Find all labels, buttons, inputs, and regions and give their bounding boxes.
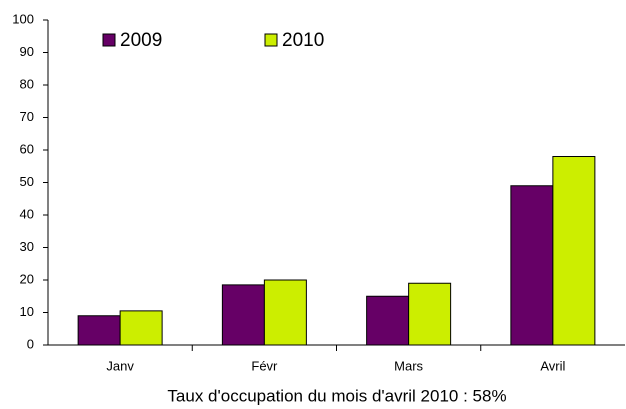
y-tick-label: 60	[20, 141, 34, 156]
bar	[221, 284, 265, 346]
bar	[408, 282, 452, 346]
x-tick-label: Févr	[251, 358, 278, 373]
bar	[77, 315, 121, 346]
x-tick-label: Mars	[394, 358, 423, 373]
y-tick-label: 80	[20, 76, 34, 91]
x-tick-label: Janv	[106, 358, 134, 373]
bar	[366, 295, 410, 346]
y-tick-label: 10	[20, 304, 34, 319]
bar	[510, 185, 554, 346]
x-tick-label: Avril	[540, 358, 565, 373]
legend-swatch	[264, 33, 278, 47]
y-tick-label: 70	[20, 109, 34, 124]
bar	[119, 310, 163, 346]
legend-label: 2010	[282, 30, 324, 51]
legend-swatch	[102, 33, 116, 47]
y-tick-label: 20	[20, 271, 34, 286]
y-tick-label: 30	[20, 239, 34, 254]
bar	[263, 279, 307, 346]
chart-title: Taux d'occupation du mois d'avril 2010 :…	[167, 386, 506, 405]
y-tick-label: 50	[20, 174, 34, 189]
y-tick-label: 40	[20, 206, 34, 221]
bar	[552, 156, 596, 346]
y-tick-label: 0	[27, 336, 34, 351]
y-tick-label: 100	[12, 11, 34, 26]
y-tick-label: 90	[20, 44, 34, 59]
legend-label: 2009	[120, 30, 162, 51]
